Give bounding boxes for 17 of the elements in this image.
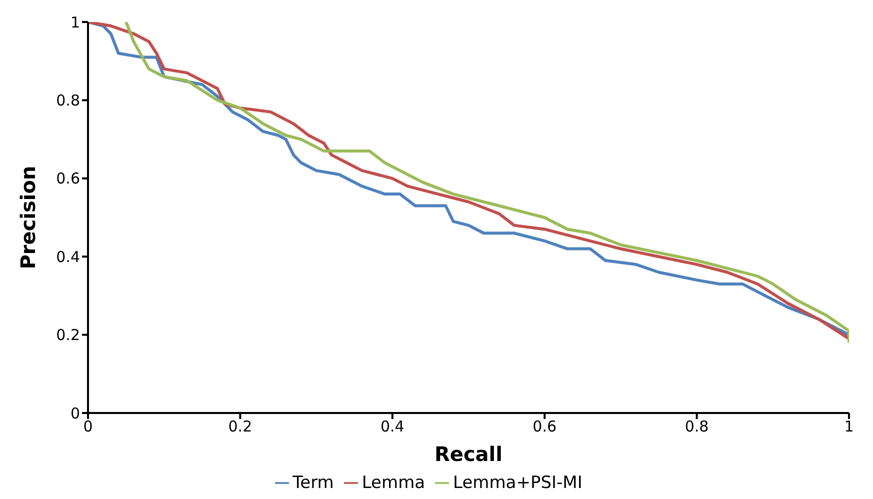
x-tick-label: 1	[844, 418, 854, 436]
legend-label: Lemma+PSI-MI	[453, 473, 582, 493]
y-tick-label: 0.6	[56, 170, 80, 188]
y-tick-label: 0.2	[56, 326, 80, 344]
x-axis-title: Recall	[434, 442, 503, 466]
y-tick-label: 0.8	[56, 92, 80, 110]
y-tick-label: 1	[70, 13, 80, 32]
legend-label: Term	[292, 473, 334, 493]
x-tick-label: 0.2	[228, 418, 252, 436]
x-tick-label: 0.6	[532, 418, 557, 436]
legend-label: Lemma	[362, 473, 426, 493]
y-axis-title: Precision	[16, 166, 40, 270]
x-tick-label: 0.4	[380, 418, 404, 436]
x-tick-label: 0.8	[684, 418, 709, 436]
x-tick-label: 0	[83, 418, 93, 436]
y-tick-label: 0	[70, 404, 80, 422]
y-tick-label: 0.4	[56, 248, 80, 266]
